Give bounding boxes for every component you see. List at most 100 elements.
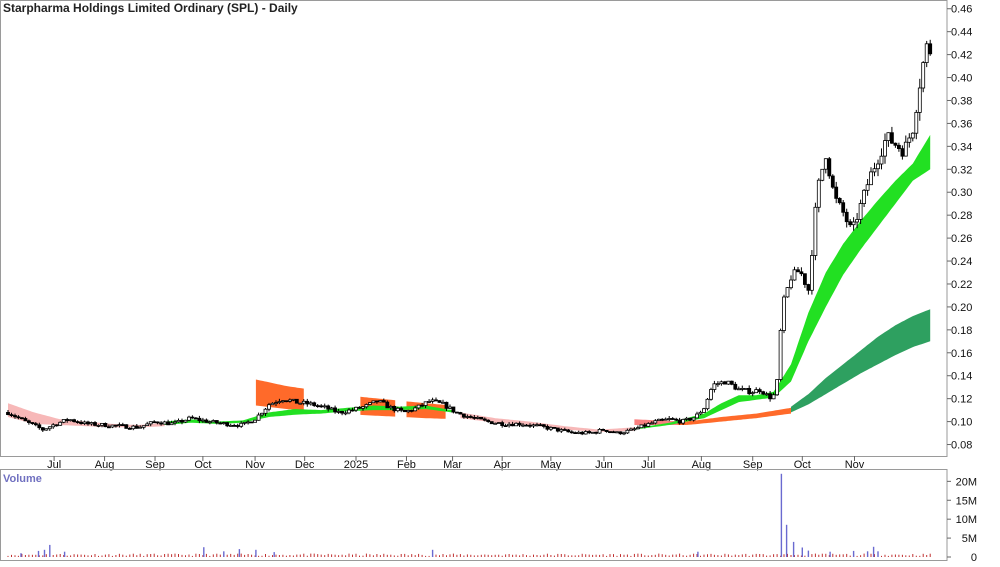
candle [336,408,341,414]
price-tick-label: 0.36 [951,118,972,130]
candle [514,422,518,427]
candle [615,431,619,434]
candle [872,162,877,177]
candle [364,403,369,409]
candle [594,431,598,435]
candle [869,167,873,186]
candle [903,135,908,157]
candle [287,398,292,403]
volume-axis: 0 5M 10M 15M 20M [947,476,977,564]
candle [284,400,289,403]
candle [681,418,685,425]
x-tick-label: Jul [641,459,655,471]
candle [47,426,52,431]
candle [141,425,146,430]
candle [736,386,741,391]
candle [19,417,24,420]
candle [367,402,372,406]
candle [837,197,842,205]
candle [444,401,449,411]
candle [827,157,832,179]
short-term-ribbon-pink-2-band [460,412,635,432]
volume-tick-label: 0 [971,552,977,562]
candle [573,431,578,435]
volume-title: Volume [3,473,42,485]
candle [524,424,529,427]
candle [232,423,237,427]
candle [559,428,564,433]
candle [193,417,198,420]
candle [183,419,188,423]
candle [642,422,647,429]
candle [159,421,164,426]
candle [670,417,675,420]
candle [361,406,365,411]
candle [93,421,97,427]
candle [729,380,734,386]
candle [9,412,14,417]
candle [180,418,184,425]
candle [507,422,512,428]
candle [632,427,637,432]
x-tick-label: Nov [845,459,865,471]
candle [716,381,720,387]
candle [510,421,515,427]
candle [13,413,17,419]
candle [249,421,254,424]
candle [813,202,818,261]
candle [75,420,80,424]
candle [305,398,310,407]
candle [656,418,661,421]
candle [16,415,21,420]
candle [211,419,216,423]
price-tick-label: 0.12 [951,394,972,406]
candle [803,273,807,288]
candle [402,409,407,413]
candle [799,267,804,277]
candle [200,417,205,423]
long-term-ribbon-orange-band [686,407,791,425]
candle [740,385,745,392]
candle [562,427,567,431]
candle [294,398,299,404]
price-tick-label: 0.22 [951,279,972,291]
candle [820,168,825,182]
x-tick-label: Oct [794,459,811,471]
candle [705,398,710,411]
candle [834,181,839,204]
candle [458,411,463,415]
candle [322,403,327,409]
candle [590,431,595,434]
candle [416,404,421,410]
candle [235,423,240,429]
candle [792,266,797,281]
candle [409,409,414,413]
candle [618,431,623,435]
candle [120,422,125,427]
price-tick-label: 0.38 [951,95,972,107]
candle [806,283,811,295]
candle [841,200,846,217]
long-term-ribbon-highlight-2 [406,401,446,419]
candle [611,430,616,434]
candle [677,417,682,425]
candle [388,404,393,410]
volume-tick-label: 5M [962,533,977,545]
price-tick-label: 0.26 [951,233,972,245]
candle [597,428,602,434]
candle [646,422,651,427]
candle [517,421,522,427]
candle [420,402,425,408]
candle [862,189,866,207]
candle [82,420,87,426]
candle [33,422,38,427]
candle [30,422,35,425]
chart-title: Starpharma Holdings Limited Ordinary (SP… [3,1,298,15]
x-axis: Jul Aug Sep Oct Nov Dec 2025 Feb Mar Apr May Jun Jul… [0,456,947,471]
candle [267,402,271,412]
price-tick-label: 0.16 [951,348,972,360]
candle [176,418,181,423]
candle [138,425,143,429]
x-tick-label: Aug [95,459,115,471]
volume-tick-label: 15M [956,495,977,507]
